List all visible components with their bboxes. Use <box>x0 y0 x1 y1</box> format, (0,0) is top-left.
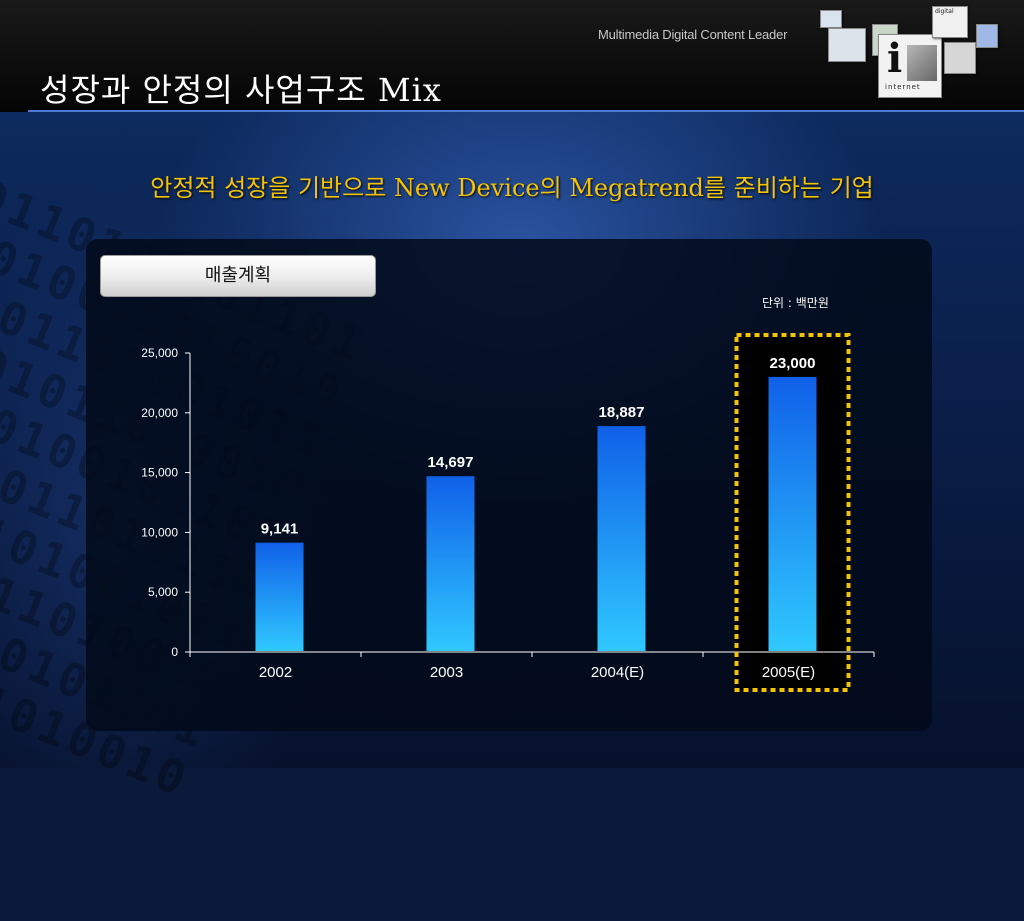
y-tick-label: 10,000 <box>141 525 178 539</box>
header-bar: Multimedia Digital Content Leader 성장과 안정… <box>0 0 1024 112</box>
slide-subtitle: 안정적 성장을 기반으로 New Device의 Megatrend를 준비하는… <box>150 174 874 202</box>
highlight-dashed-border <box>734 333 851 692</box>
x-category-label: 2005(E) <box>762 664 815 681</box>
y-tick-label: 15,000 <box>141 466 178 480</box>
bar-chart: 9,141 14,697 18,887 23,000 0 5,000 10,000 15,0… <box>141 333 875 692</box>
device-card-icon <box>976 24 998 48</box>
sales-plan-button[interactable]: 매출계획 <box>100 255 376 297</box>
logo-collage: i internet digital <box>800 2 1024 106</box>
x-category-label: 2002 <box>259 664 292 681</box>
logo-word-digital: digital <box>935 8 954 15</box>
bar <box>426 476 475 651</box>
bar-value-label: 9,141 <box>261 521 299 538</box>
bar <box>255 542 304 651</box>
tagline: Multimedia Digital Content Leader <box>598 27 788 42</box>
photo-card-icon <box>944 42 976 74</box>
bar <box>597 426 646 651</box>
y-tick-label: 25,000 <box>141 346 178 360</box>
bar-value-label: 14,697 <box>428 454 474 471</box>
bar-value-label: 23,000 <box>770 355 816 372</box>
y-tick-label: 20,000 <box>141 406 178 420</box>
internet-i-card-icon: i internet <box>878 34 942 98</box>
info-i-icon: i <box>887 35 903 82</box>
unit-note: 단위 : 백만원 <box>762 296 829 310</box>
bar-value-label: 18,887 <box>599 404 645 421</box>
page-title: 성장과 안정의 사업구조 Mix <box>40 71 442 109</box>
header-divider <box>28 110 1024 112</box>
x-category-label: 2003 <box>430 664 463 681</box>
bar <box>768 376 817 651</box>
y-tick-label: 0 <box>171 645 178 659</box>
digital-card-icon: digital <box>932 6 968 38</box>
logo-word-internet: internet <box>885 83 921 91</box>
people-photo-icon <box>907 45 937 81</box>
photo-card-icon <box>820 10 842 28</box>
photo-card-icon <box>828 28 866 62</box>
x-category-label: 2004(E) <box>591 664 644 681</box>
y-tick-label: 5,000 <box>148 585 178 599</box>
